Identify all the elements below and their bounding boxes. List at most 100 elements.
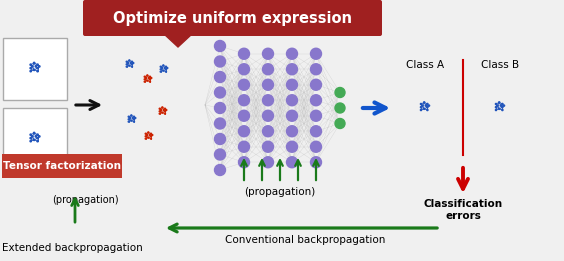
- Circle shape: [38, 66, 40, 67]
- Circle shape: [33, 139, 35, 140]
- Circle shape: [420, 106, 422, 108]
- Circle shape: [126, 66, 127, 67]
- FancyBboxPatch shape: [3, 108, 67, 170]
- Circle shape: [262, 157, 274, 168]
- Circle shape: [502, 109, 503, 111]
- Circle shape: [214, 149, 226, 160]
- Circle shape: [128, 121, 129, 122]
- Circle shape: [311, 48, 321, 59]
- Circle shape: [128, 116, 129, 117]
- Circle shape: [147, 134, 148, 135]
- Circle shape: [287, 95, 297, 106]
- Circle shape: [262, 48, 274, 59]
- Text: Extended backpropagation: Extended backpropagation: [2, 243, 142, 253]
- Circle shape: [239, 79, 249, 90]
- Circle shape: [148, 137, 149, 138]
- Circle shape: [161, 68, 162, 69]
- Circle shape: [147, 75, 148, 76]
- Circle shape: [149, 79, 151, 80]
- Text: (propagation): (propagation): [244, 187, 316, 197]
- FancyBboxPatch shape: [3, 38, 67, 100]
- Circle shape: [126, 64, 127, 65]
- Circle shape: [148, 132, 149, 133]
- Circle shape: [287, 110, 297, 121]
- Circle shape: [239, 95, 249, 106]
- Circle shape: [33, 69, 35, 70]
- Circle shape: [214, 103, 226, 114]
- Circle shape: [214, 118, 226, 129]
- Circle shape: [287, 141, 297, 152]
- Circle shape: [132, 117, 133, 118]
- Circle shape: [126, 61, 127, 62]
- Circle shape: [239, 141, 249, 152]
- Circle shape: [30, 70, 32, 72]
- Circle shape: [262, 126, 274, 137]
- Circle shape: [37, 70, 38, 72]
- Circle shape: [429, 105, 430, 106]
- Circle shape: [33, 132, 35, 134]
- Circle shape: [146, 78, 147, 79]
- Circle shape: [262, 110, 274, 121]
- Circle shape: [262, 79, 274, 90]
- Circle shape: [262, 141, 274, 152]
- Circle shape: [214, 133, 226, 145]
- Circle shape: [30, 64, 32, 66]
- Circle shape: [131, 120, 132, 121]
- Circle shape: [144, 79, 145, 80]
- Circle shape: [424, 108, 425, 109]
- Text: Optimize uniform expression: Optimize uniform expression: [113, 10, 352, 26]
- Circle shape: [287, 126, 297, 137]
- Circle shape: [427, 109, 428, 111]
- Circle shape: [162, 107, 163, 108]
- Circle shape: [287, 64, 297, 75]
- Circle shape: [499, 108, 500, 109]
- Circle shape: [495, 109, 496, 111]
- Circle shape: [159, 113, 160, 114]
- Circle shape: [165, 69, 166, 70]
- Circle shape: [427, 103, 428, 105]
- Text: Conventional backpropagation: Conventional backpropagation: [225, 235, 385, 245]
- Circle shape: [160, 69, 161, 70]
- Circle shape: [149, 76, 151, 77]
- Circle shape: [504, 105, 505, 106]
- Circle shape: [151, 136, 152, 137]
- Circle shape: [131, 66, 133, 67]
- Circle shape: [335, 87, 345, 98]
- Circle shape: [165, 71, 166, 72]
- Circle shape: [500, 105, 501, 106]
- Circle shape: [135, 117, 136, 118]
- Circle shape: [311, 79, 321, 90]
- Circle shape: [239, 110, 249, 121]
- Text: Classification
errors: Classification errors: [424, 199, 503, 221]
- Circle shape: [502, 103, 503, 105]
- Circle shape: [37, 64, 38, 66]
- Polygon shape: [164, 34, 192, 47]
- Circle shape: [335, 103, 345, 113]
- Circle shape: [131, 115, 132, 116]
- Circle shape: [30, 134, 32, 135]
- Circle shape: [262, 64, 274, 75]
- Circle shape: [164, 68, 165, 69]
- Circle shape: [427, 106, 428, 108]
- Circle shape: [420, 103, 422, 105]
- Text: Tensor factorization: Tensor factorization: [3, 161, 121, 171]
- Text: Class B: Class B: [481, 60, 519, 70]
- Circle shape: [129, 65, 130, 66]
- Circle shape: [129, 60, 130, 61]
- Circle shape: [287, 157, 297, 168]
- Circle shape: [214, 164, 226, 175]
- Circle shape: [145, 133, 146, 134]
- Circle shape: [262, 95, 274, 106]
- Circle shape: [311, 95, 321, 106]
- Circle shape: [163, 70, 164, 71]
- Circle shape: [33, 62, 35, 64]
- Circle shape: [128, 119, 129, 120]
- FancyBboxPatch shape: [2, 154, 122, 178]
- Circle shape: [163, 65, 164, 66]
- Circle shape: [160, 66, 161, 67]
- Circle shape: [131, 64, 133, 65]
- Circle shape: [311, 126, 321, 137]
- Circle shape: [311, 141, 321, 152]
- Circle shape: [287, 48, 297, 59]
- Circle shape: [37, 134, 38, 135]
